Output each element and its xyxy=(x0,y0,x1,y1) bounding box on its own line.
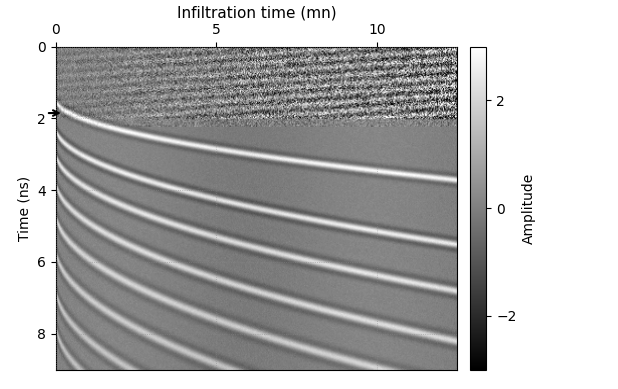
Y-axis label: Amplitude: Amplitude xyxy=(522,172,536,244)
X-axis label: Infiltration time (mn): Infiltration time (mn) xyxy=(177,5,336,20)
Y-axis label: Time (ns): Time (ns) xyxy=(17,175,32,241)
